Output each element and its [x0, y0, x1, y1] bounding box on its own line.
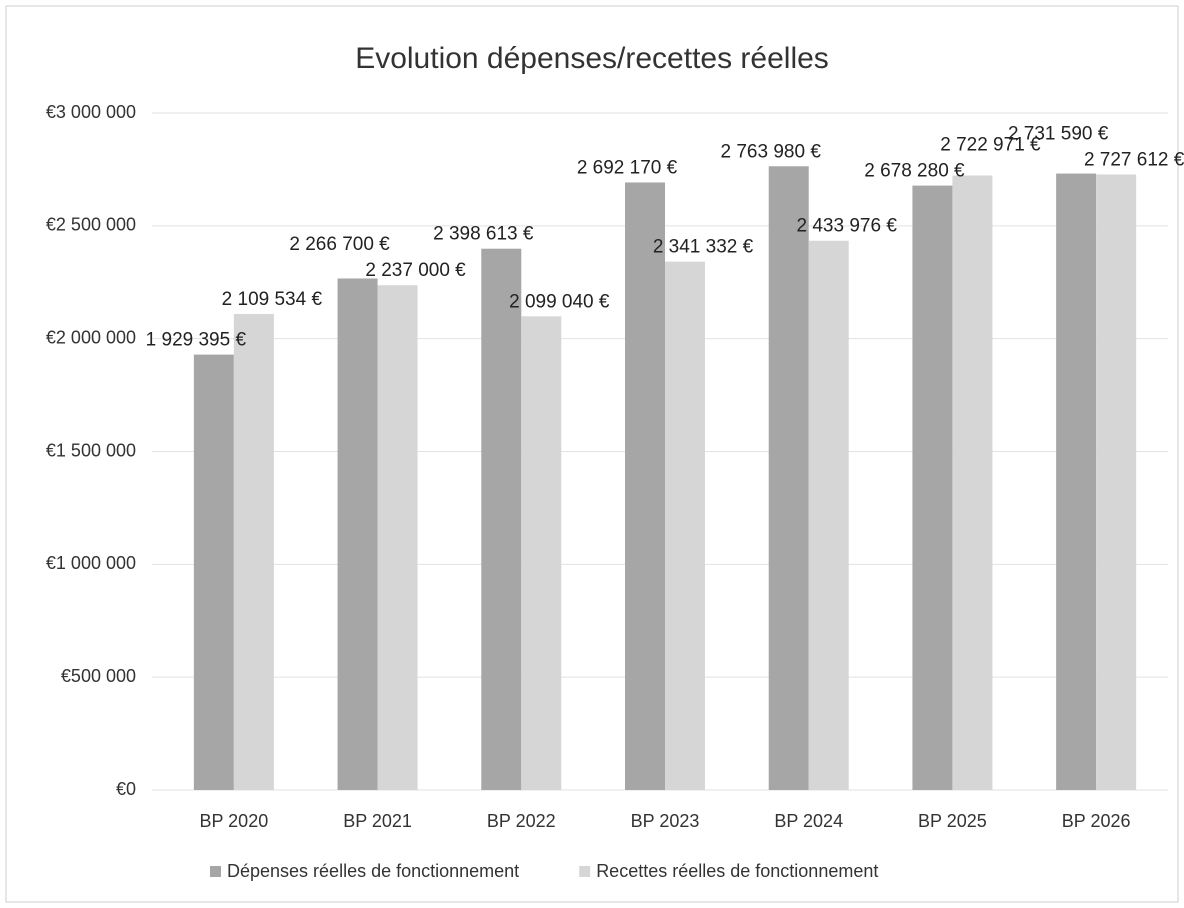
bar: [193, 354, 234, 790]
bar: [665, 261, 705, 790]
bar: [377, 285, 418, 790]
data-label: 2 692 170 €: [577, 157, 678, 178]
data-label: 2 722 971 €: [940, 135, 1041, 156]
x-tick-label: BP 2025: [918, 811, 987, 831]
bar: [1096, 174, 1137, 791]
bar: [337, 278, 378, 790]
data-label: 2 109 534 €: [222, 289, 323, 310]
chart-title: Evolution dépenses/recettes réelles: [355, 42, 829, 75]
bar: [233, 313, 274, 790]
x-tick-label: BP 2026: [1062, 811, 1131, 831]
data-label: 2 433 976 €: [797, 216, 898, 237]
data-label: 1 929 395 €: [146, 330, 247, 351]
bar: [521, 316, 562, 790]
y-tick-label: €1 000 000: [46, 553, 136, 573]
y-tick-label: €2 500 000: [46, 215, 136, 235]
data-label: 2 099 040 €: [509, 291, 610, 312]
y-tick-label: €3 000 000: [46, 102, 136, 122]
bar: [1056, 173, 1097, 791]
data-label: 2 678 280 €: [864, 161, 965, 182]
y-tick-label: €500 000: [61, 666, 136, 686]
legend-swatch: [579, 866, 591, 877]
x-tick-label: BP 2023: [631, 811, 700, 831]
x-tick-label: BP 2022: [487, 811, 556, 831]
data-label: 2 266 700 €: [289, 234, 390, 255]
bar: [912, 185, 953, 790]
data-label: 2 727 612 €: [1084, 149, 1184, 170]
data-label: 2 237 000 €: [365, 260, 466, 281]
bar: [481, 248, 522, 790]
bar: [808, 240, 849, 791]
legend-label: Recettes réelles de fonctionnement: [596, 861, 878, 881]
bar: [952, 175, 993, 790]
x-tick-label: BP 2021: [343, 811, 412, 831]
legend-label: Dépenses réelles de fonctionnement: [227, 861, 519, 881]
data-label: 2 341 332 €: [653, 237, 754, 258]
y-tick-label: €1 500 000: [46, 440, 136, 460]
legend-swatch: [210, 866, 221, 877]
bar: [768, 166, 809, 790]
x-tick-label: BP 2020: [199, 811, 268, 831]
bar: [625, 182, 665, 790]
data-label: 2 398 613 €: [433, 224, 534, 245]
y-tick-label: €2 000 000: [46, 327, 136, 347]
x-tick-label: BP 2024: [774, 811, 843, 831]
data-label: 2 731 590 €: [1008, 123, 1109, 144]
data-label: 2 763 980 €: [721, 141, 822, 162]
y-tick-label: €0: [116, 779, 136, 799]
